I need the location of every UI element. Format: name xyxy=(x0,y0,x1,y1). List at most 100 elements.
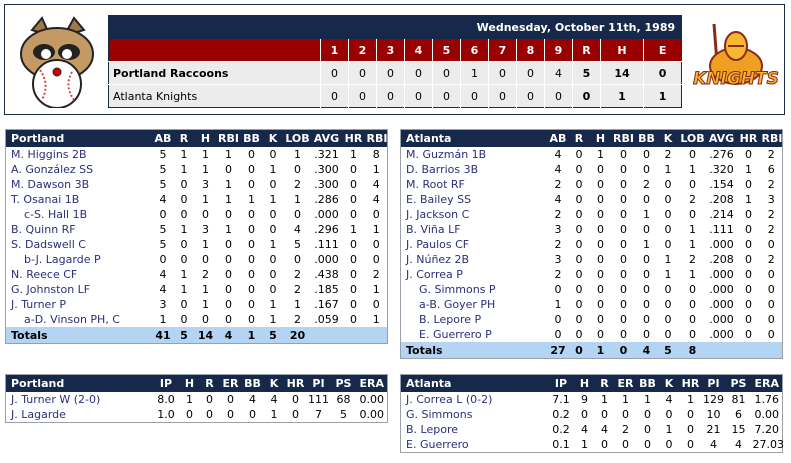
stat-bb: 0 xyxy=(248,253,255,266)
stat-hr: 0 xyxy=(350,313,357,326)
stat-lob: 4 xyxy=(294,223,301,236)
stat-hr: 0 xyxy=(745,238,752,251)
player-link[interactable]: G. Simmons xyxy=(406,408,473,421)
player-link[interactable]: J. Jackson C xyxy=(406,208,470,221)
stat-hr: 0 xyxy=(745,313,752,326)
inning-score: 0 xyxy=(376,61,405,85)
stat-rbi: 0 xyxy=(225,253,232,266)
player-link[interactable]: M. Guzmán 1B xyxy=(406,148,487,161)
player-link[interactable]: E. Bailey SS xyxy=(406,193,472,206)
stat-r: 1 xyxy=(180,163,188,176)
column-header-h: H xyxy=(574,374,595,392)
player-link[interactable]: J. Lagarde xyxy=(11,408,66,421)
stat-rbi: 0 xyxy=(225,313,232,326)
column-header-k: K xyxy=(658,374,680,392)
player-link[interactable]: M. Dawson 3B xyxy=(11,178,90,191)
stat-h: 1 xyxy=(186,393,193,406)
stat-rbi: 0 xyxy=(620,328,627,341)
player-link[interactable]: M. Root RF xyxy=(406,178,465,191)
column-header-rbi: RBI xyxy=(365,129,388,147)
inning-score: 0 xyxy=(348,84,377,108)
inning-score: 0 xyxy=(544,84,573,108)
team-header: Atlanta xyxy=(400,374,548,392)
stat-ps: 68 xyxy=(336,393,351,406)
stat-avg: .208 xyxy=(709,193,734,206)
stat-k: 0 xyxy=(269,283,277,296)
player-row: J. Jackson C 2 0 0 0 1 0 0.214 0 2 xyxy=(401,207,783,222)
player-link[interactable]: A. González SS xyxy=(11,163,94,176)
stat-h: 9 xyxy=(581,393,588,406)
inning-score: 1 xyxy=(460,61,489,85)
player-link[interactable]: c-S. Hall 1B xyxy=(24,208,88,221)
stat-rbi: 0 xyxy=(767,268,775,281)
player-link[interactable]: D. Barrios 3B xyxy=(406,163,479,176)
inning-score: 0 xyxy=(432,84,461,108)
stat-bb: 1 xyxy=(248,193,255,206)
player-link[interactable]: E. Guerrero xyxy=(406,438,469,451)
player-link[interactable]: G. Simmons P xyxy=(419,283,496,296)
player-link[interactable]: M. Higgins 2B xyxy=(11,148,87,161)
total-e: 1 xyxy=(642,84,682,108)
stat-avg: .438 xyxy=(314,268,339,281)
stat-hr: 0 xyxy=(350,178,357,191)
stat-lob: 0 xyxy=(689,148,696,161)
total-ab: 27 xyxy=(547,342,569,359)
linescore-row: Atlanta Knights 0 0 0 0 0 0 0 0 0 0 1 1 xyxy=(108,84,682,108)
player-link[interactable]: T. Osanai 1B xyxy=(11,193,80,206)
player-link[interactable]: J. Correa L (0-2) xyxy=(406,393,493,406)
inning-score: 0 xyxy=(320,61,349,85)
stat-avg: .111 xyxy=(709,223,734,236)
stat-ab: 2 xyxy=(554,208,562,221)
inning-score: 4 xyxy=(544,61,573,85)
player-link[interactable]: b-J. Lagarde P xyxy=(24,253,101,266)
total-lob: 8 xyxy=(678,342,707,359)
stat-bb: 0 xyxy=(248,298,255,311)
stat-bb: 0 xyxy=(643,298,650,311)
stat-ab: 5 xyxy=(159,238,167,251)
column-header-pi: PI xyxy=(701,374,726,392)
stat-er: 2 xyxy=(622,423,629,436)
stat-rbi: 2 xyxy=(767,178,775,191)
stat-rbi: 1 xyxy=(372,163,380,176)
player-link[interactable]: J. Núñez 2B xyxy=(406,253,469,266)
stat-lob: 0 xyxy=(689,313,696,326)
player-link[interactable]: N. Reece CF xyxy=(11,268,78,281)
column-header-lob: LOB xyxy=(678,129,707,147)
player-link[interactable]: G. Johnston LF xyxy=(11,283,91,296)
stat-rbi: 1 xyxy=(225,148,232,161)
stat-avg: .000 xyxy=(709,268,734,281)
player-link[interactable]: J. Turner P xyxy=(11,298,66,311)
stat-ip: 1.0 xyxy=(157,408,175,421)
player-link[interactable]: J. Paulos CF xyxy=(406,238,470,251)
player-link[interactable]: a-D. Vinson PH, C xyxy=(24,313,120,326)
column-header-lob: LOB xyxy=(283,129,312,147)
linescore-row: Portland Raccoons 0 0 0 0 0 1 0 0 4 5 14 0 xyxy=(108,61,682,85)
player-link[interactable]: B. Lepore xyxy=(406,423,459,436)
linescore-header-7: 7 xyxy=(488,39,517,62)
player-link[interactable]: S. Dadswell C xyxy=(11,238,86,251)
player-link[interactable]: B. Lepore P xyxy=(419,313,482,326)
column-header-h: H xyxy=(194,129,217,147)
stat-r: 4 xyxy=(601,423,608,436)
stat-lob: 1 xyxy=(689,163,696,176)
inning-score: 0 xyxy=(404,61,433,85)
stat-ab: 4 xyxy=(554,163,562,176)
player-link[interactable]: B. Quinn RF xyxy=(11,223,76,236)
player-link[interactable]: J. Turner W (2-0) xyxy=(11,393,101,406)
stat-r: 0 xyxy=(180,253,188,266)
stat-ab: 0 xyxy=(554,313,562,326)
column-header-k: K xyxy=(262,129,284,147)
column-header-rbi: RBI xyxy=(611,129,636,147)
stat-lob: 0 xyxy=(689,328,696,341)
stat-avg: .000 xyxy=(709,238,734,251)
player-link[interactable]: E. Guerrero P xyxy=(419,328,492,341)
stat-ab: 5 xyxy=(159,178,167,191)
player-link[interactable]: B. Viña LF xyxy=(406,223,461,236)
player-link[interactable]: J. Correa P xyxy=(406,268,463,281)
column-header-bb: BB xyxy=(635,129,658,147)
player-link[interactable]: a-B. Goyer PH xyxy=(419,298,496,311)
player-row: G. Simmons 0.2 0 0 0 0 0 0 10 6 0.00 xyxy=(401,407,783,422)
stat-ps: 4 xyxy=(735,438,742,451)
atlanta-batting-table: Atlanta AB R H RBI BB K LOB AVG HR RBI M. Guzmán 1B… xyxy=(400,129,783,359)
stat-er: 0 xyxy=(622,438,629,451)
